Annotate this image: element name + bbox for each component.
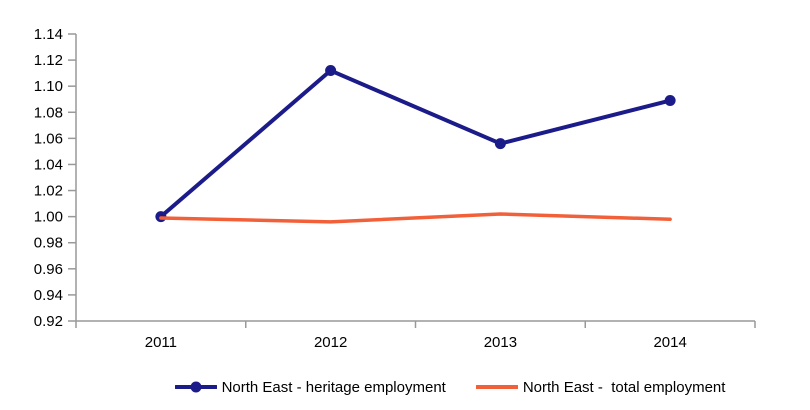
series-0-marker (494, 138, 506, 150)
legend-label-heritage: North East - heritage employment (221, 378, 446, 396)
y-tick-label: 1.04 (34, 156, 63, 173)
legend-item-total: North East - total employment (475, 378, 726, 396)
legend-item-heritage: North East - heritage employment (174, 378, 446, 396)
x-tick-label: 2011 (145, 334, 177, 351)
y-tick-label: 1.12 (34, 52, 63, 69)
y-tick-label: 0.96 (34, 261, 63, 278)
y-tick-label: 1.14 (34, 26, 63, 43)
series-0-marker (325, 65, 337, 77)
total-series-line-icon (475, 385, 518, 389)
series-line-0 (158, 68, 673, 219)
heritage-series-line-marker-icon (174, 381, 217, 393)
y-tick-label: 1.02 (34, 183, 63, 200)
y-tick-label: 1.10 (34, 78, 63, 95)
y-tick-label: 0.94 (34, 287, 63, 304)
y-tick-label: 0.98 (34, 235, 63, 252)
y-tick-label: 0.92 (34, 313, 63, 330)
series-0-marker (664, 95, 676, 107)
series-line-1 (159, 212, 672, 224)
x-tick-label: 2014 (653, 334, 686, 351)
legend: North East - heritage employment North E… (0, 372, 810, 402)
y-tick-label: 1.06 (34, 130, 63, 147)
legend-label-total: North East - total employment (522, 378, 726, 396)
y-tick-label: 1.08 (34, 104, 63, 121)
y-tick-label: 1.00 (34, 209, 63, 226)
x-tick-label: 2013 (484, 334, 517, 351)
x-tick-label: 2012 (314, 334, 347, 351)
